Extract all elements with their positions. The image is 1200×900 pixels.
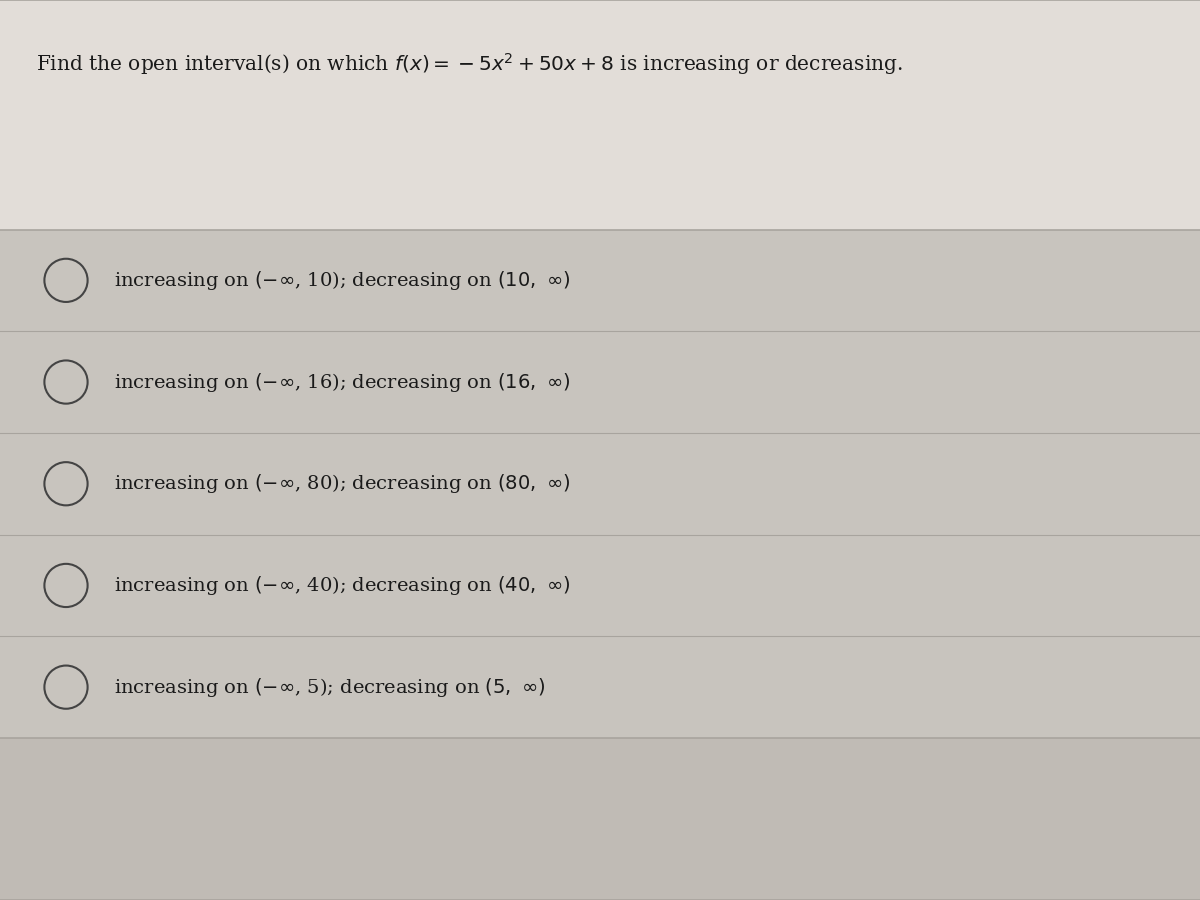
Text: increasing on $(-\infty$, 40); decreasing on $(40,\ \infty)$: increasing on $(-\infty$, 40); decreasin… (114, 574, 570, 597)
Bar (0, 738, 1200, 900)
Text: increasing on $(- \infty$, 16); decreasing on $(16,\ \infty)$: increasing on $(- \infty$, 16); decreasi… (114, 371, 570, 393)
Text: Find the open interval(s) on which $f(x) = -5x^2 + 50x + 8$ is increasing or dec: Find the open interval(s) on which $f(x)… (36, 51, 902, 77)
Text: increasing on $(-\infty$, 5); decreasing on $(5,\ \infty)$: increasing on $(-\infty$, 5); decreasing… (114, 676, 546, 698)
Text: increasing on $(-\infty$, 80); decreasing on $(80,\ \infty)$: increasing on $(-\infty$, 80); decreasin… (114, 472, 570, 495)
Bar (0, 0, 1200, 230)
Text: increasing on $(- \infty$, 10); decreasing on $(10,\ \infty)$: increasing on $(- \infty$, 10); decreasi… (114, 269, 570, 292)
